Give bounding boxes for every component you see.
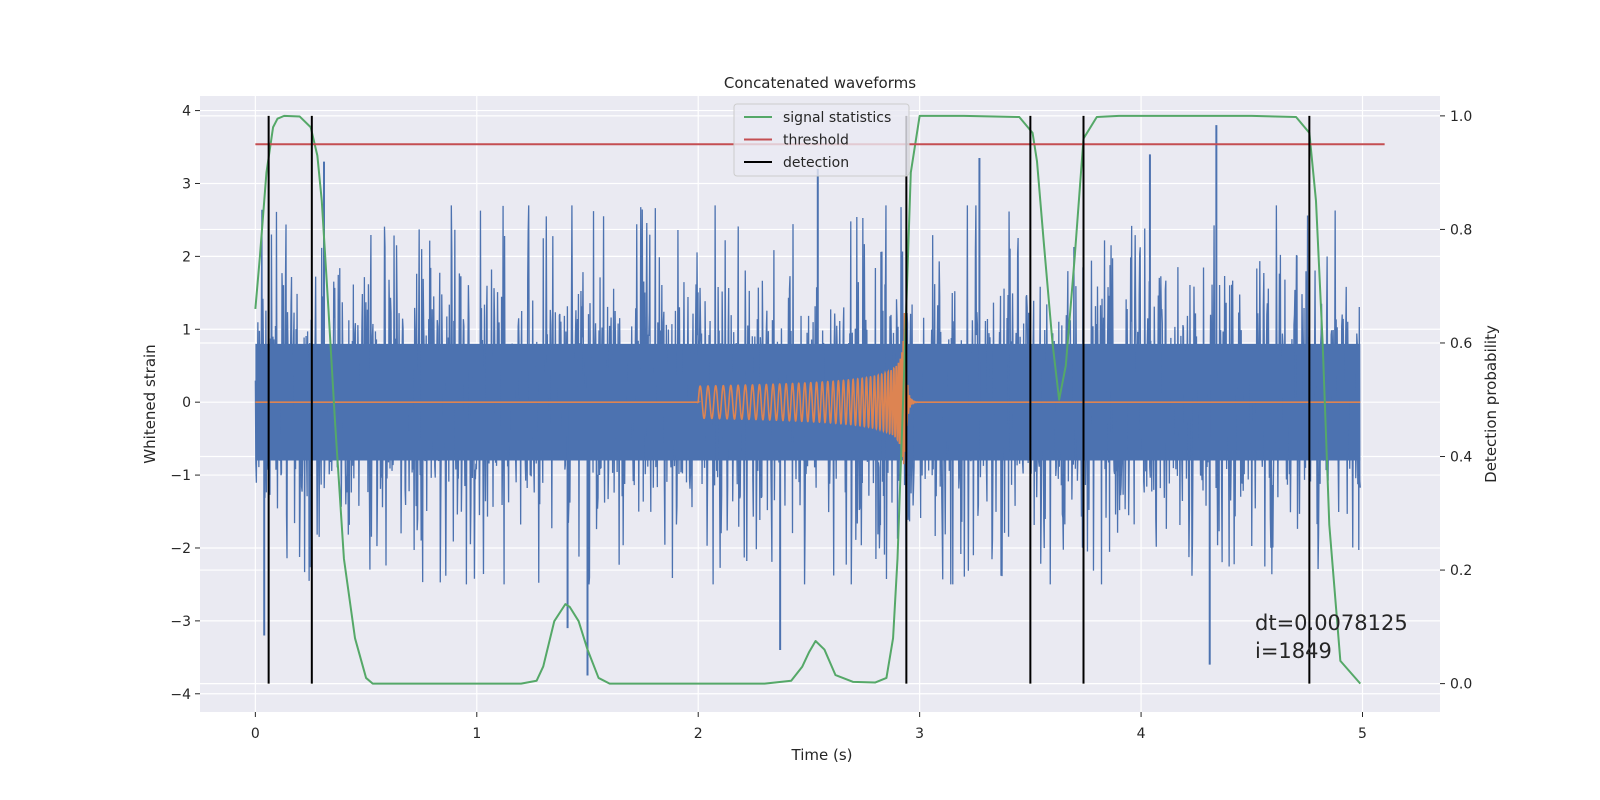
x-tick-label: 3	[915, 726, 924, 742]
y-tick-label: 2	[182, 249, 191, 265]
x-tick-label: 1	[472, 726, 481, 742]
x-tick-label: 2	[694, 726, 703, 742]
legend-label: signal statistics	[783, 110, 891, 126]
y-right-tick-label: 0.2	[1450, 563, 1472, 579]
chirp-template-series	[255, 312, 1361, 465]
y-tick-label: −3	[170, 614, 191, 630]
y-axis-label: Whitened strain	[141, 344, 159, 463]
y-right-tick-label: 0.4	[1450, 450, 1472, 466]
legend-label: threshold	[783, 133, 849, 149]
y-axis-right-label: Detection probability	[1482, 325, 1500, 483]
y-tick-label: −2	[170, 541, 191, 557]
legend-box	[733, 103, 910, 177]
annotation-line-1: dt=0.0078125	[1255, 611, 1408, 635]
x-tick-label: 5	[1358, 726, 1367, 742]
y-tick-label: 3	[182, 176, 191, 192]
grid-lines	[200, 96, 1440, 712]
y-right-tick-label: 1.0	[1450, 109, 1472, 125]
x-tick-label: 4	[1137, 726, 1146, 742]
legend: signal statistics threshold detection	[733, 103, 910, 177]
noise-strain-series	[254, 205, 1361, 585]
annotation-text: dt=0.0078125 i=1849	[1255, 611, 1414, 663]
legend-label: detection	[783, 155, 849, 171]
x-tick-label: 0	[251, 726, 260, 742]
y-right-tick-label: 0.6	[1450, 336, 1472, 352]
plot-series	[254, 114, 1385, 685]
y-tick-label: −4	[170, 687, 191, 703]
y-tick-label: 1	[182, 322, 191, 338]
y-tick-label: 4	[182, 104, 191, 120]
chart-title: Concatenated waveforms	[724, 74, 916, 92]
y-right-tick-label: 0.0	[1450, 677, 1472, 693]
x-axis-label: Time (s)	[791, 746, 853, 764]
y-tick-label: −1	[170, 468, 191, 484]
y-right-tick-label: 0.8	[1450, 222, 1472, 238]
axis-ticks: 0 1 2 3 4 5 −4 −3 −2 −1 0 1 2 3 4 0.0 0.2 0.4 0.6 0.8 1.0	[170, 104, 1472, 742]
annotation-line-2: i=1849	[1255, 639, 1332, 663]
y-tick-label: 0	[182, 395, 191, 411]
